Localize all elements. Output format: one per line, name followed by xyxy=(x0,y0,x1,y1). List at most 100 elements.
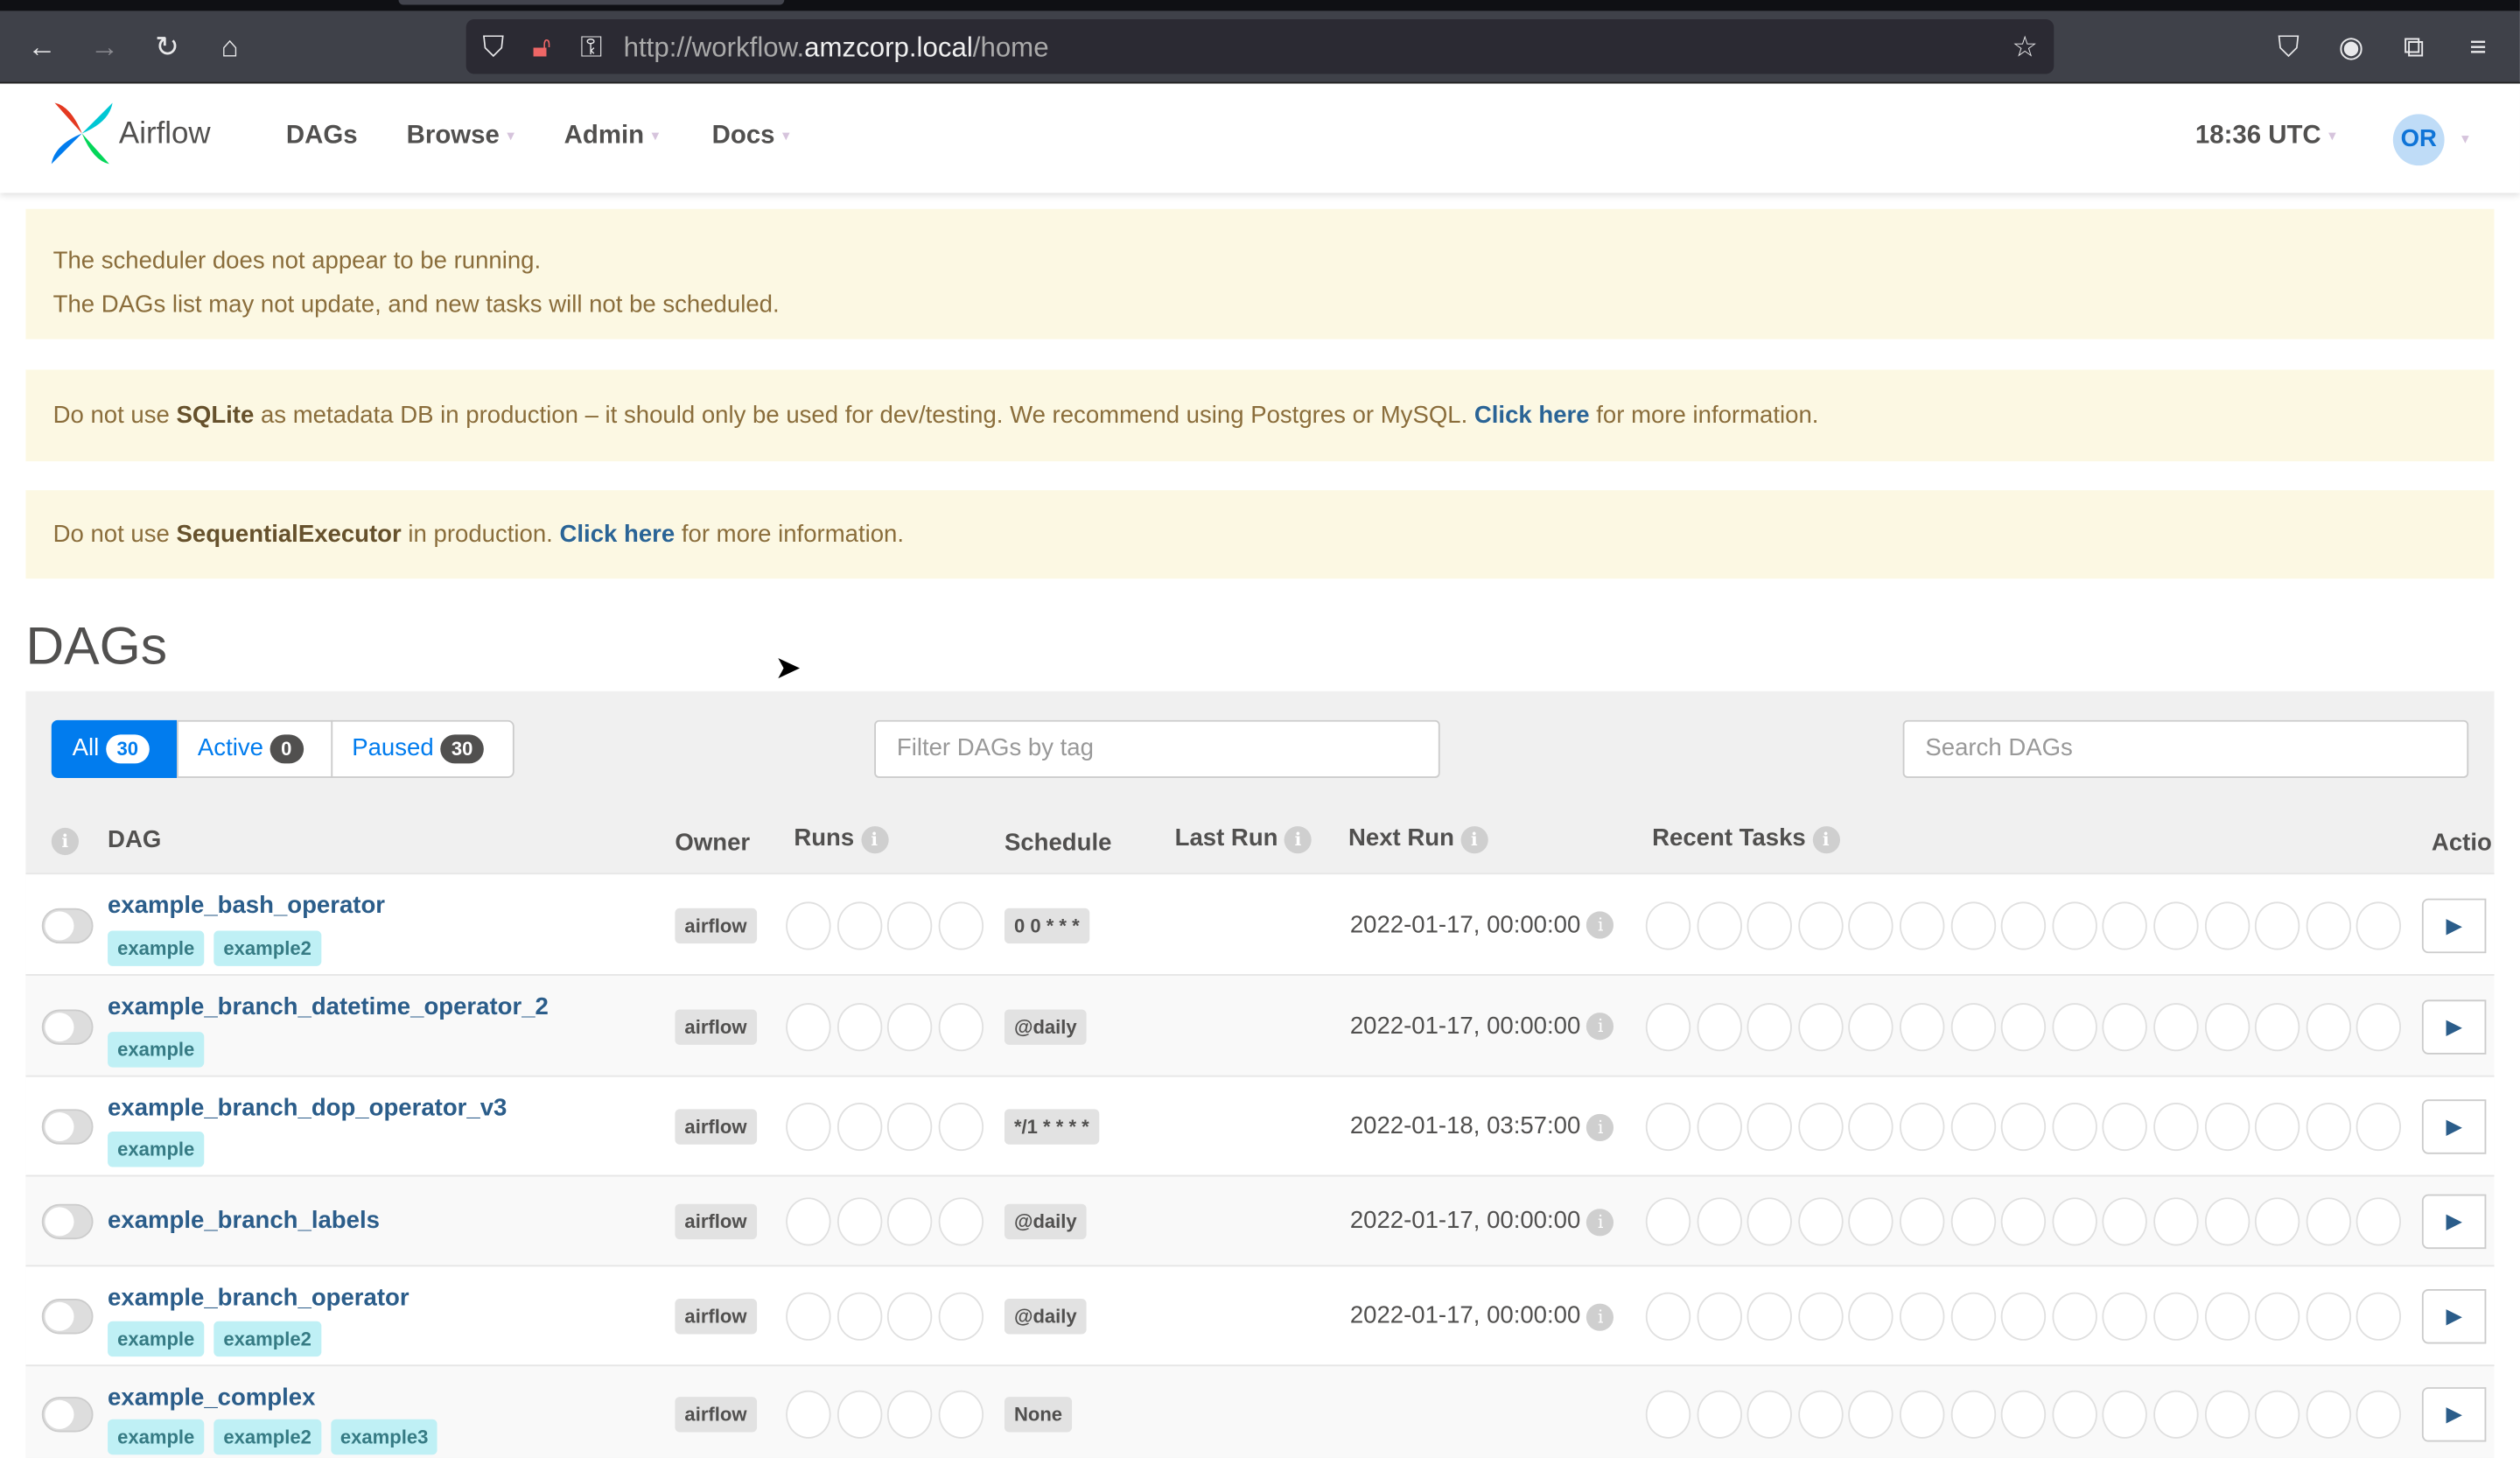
task-status-circle[interactable] xyxy=(1746,1390,1793,1439)
task-status-circle[interactable] xyxy=(2306,1002,2351,1051)
task-status-circle[interactable] xyxy=(2356,1197,2402,1246)
task-status-circle[interactable] xyxy=(1797,1292,1844,1341)
timezone-dropdown[interactable]: 18:36 UTC ▼ xyxy=(2194,122,2339,150)
address-bar[interactable]: ⛉ 🔓︎ ⚿ http://workflow.amzcorp.local/hom… xyxy=(466,19,2054,74)
tag-badge[interactable]: example xyxy=(108,929,205,965)
forward-icon[interactable]: → xyxy=(89,30,119,63)
key-icon[interactable]: ⚿ xyxy=(580,30,603,63)
dag-link[interactable]: example_branch_datetime_operator_2 xyxy=(108,993,549,1021)
task-status-circle[interactable] xyxy=(2103,1197,2148,1246)
task-status-circle[interactable] xyxy=(1746,1002,1793,1051)
trigger-dag-button[interactable]: ▶ xyxy=(2421,897,2487,953)
owner-label[interactable]: airflow xyxy=(675,1397,757,1433)
task-status-circle[interactable] xyxy=(2356,901,2402,950)
run-status-circle[interactable] xyxy=(886,1390,933,1439)
browser-tab[interactable] xyxy=(398,0,785,5)
task-status-circle[interactable] xyxy=(1645,1390,1691,1439)
trigger-dag-button[interactable]: ▶ xyxy=(2421,1387,2487,1442)
trigger-dag-button[interactable]: ▶ xyxy=(2421,1194,2487,1250)
task-status-circle[interactable] xyxy=(2255,1002,2300,1051)
task-status-circle[interactable] xyxy=(2103,901,2148,950)
run-status-circle[interactable] xyxy=(786,901,831,950)
run-status-circle[interactable] xyxy=(836,1102,882,1152)
owner-label[interactable]: airflow xyxy=(675,1299,757,1335)
task-status-circle[interactable] xyxy=(1950,1292,1996,1341)
task-status-circle[interactable] xyxy=(1899,1292,1945,1341)
tag-badge[interactable]: example2 xyxy=(214,1321,321,1357)
task-status-circle[interactable] xyxy=(1797,1197,1844,1246)
insecure-lock-icon[interactable]: 🔓︎ xyxy=(532,30,551,63)
run-status-circle[interactable] xyxy=(786,1197,831,1246)
task-status-circle[interactable] xyxy=(2153,1390,2199,1439)
task-status-circle[interactable] xyxy=(1696,1292,1742,1341)
task-status-circle[interactable] xyxy=(2356,1102,2402,1152)
task-status-circle[interactable] xyxy=(2255,1292,2300,1341)
task-status-circle[interactable] xyxy=(1746,1102,1793,1152)
run-status-circle[interactable] xyxy=(937,1292,984,1341)
owner-label[interactable]: airflow xyxy=(675,1203,757,1240)
task-status-circle[interactable] xyxy=(1848,1002,1894,1051)
pause-toggle[interactable] xyxy=(41,1008,94,1044)
task-status-circle[interactable] xyxy=(1746,1197,1793,1246)
menu-icon[interactable]: ≡ xyxy=(2469,30,2487,63)
extensions-icon[interactable]: ⧉ xyxy=(2403,30,2425,63)
run-status-circle[interactable] xyxy=(886,1002,933,1051)
account-icon[interactable]: ◉ xyxy=(2338,30,2364,63)
trigger-dag-button[interactable]: ▶ xyxy=(2421,999,2487,1054)
task-status-circle[interactable] xyxy=(1645,901,1691,950)
trigger-dag-button[interactable]: ▶ xyxy=(2421,1289,2487,1344)
task-status-circle[interactable] xyxy=(1899,1102,1945,1152)
run-status-circle[interactable] xyxy=(786,1390,831,1439)
task-status-circle[interactable] xyxy=(1645,1197,1691,1246)
pause-toggle[interactable] xyxy=(41,1109,94,1145)
task-status-circle[interactable] xyxy=(2103,1292,2148,1341)
task-status-circle[interactable] xyxy=(2306,901,2351,950)
search-dags-input[interactable]: Search DAGs xyxy=(1902,719,2469,778)
airflow-logo-icon[interactable] xyxy=(48,100,116,167)
task-status-circle[interactable] xyxy=(2001,1292,2047,1341)
dag-link[interactable]: example_complex xyxy=(108,1384,316,1412)
pause-toggle[interactable] xyxy=(41,1203,94,1240)
brand-name[interactable]: Airflow xyxy=(118,117,211,151)
pocket-icon[interactable]: ⛉ xyxy=(2278,30,2300,63)
filter-all[interactable]: All 30 xyxy=(51,719,178,778)
tag-badge[interactable]: example2 xyxy=(214,929,321,965)
task-status-circle[interactable] xyxy=(2103,1390,2148,1439)
task-status-circle[interactable] xyxy=(2001,1102,2047,1152)
task-status-circle[interactable] xyxy=(2255,1102,2300,1152)
nav-browse[interactable]: Browse ▼ xyxy=(406,122,517,150)
nav-dags[interactable]: DAGs xyxy=(285,122,358,150)
schedule-label[interactable]: @daily xyxy=(1004,1008,1087,1044)
task-status-circle[interactable] xyxy=(2001,1002,2047,1051)
caret-down-icon[interactable]: ▼ xyxy=(2459,131,2472,147)
task-status-circle[interactable] xyxy=(1950,1197,1996,1246)
task-status-circle[interactable] xyxy=(2356,1390,2402,1439)
info-icon[interactable]: i xyxy=(1586,1208,1614,1236)
task-status-circle[interactable] xyxy=(2052,1390,2097,1439)
tag-badge[interactable]: example2 xyxy=(214,1419,321,1455)
task-status-circle[interactable] xyxy=(2204,1102,2250,1152)
task-status-circle[interactable] xyxy=(1950,1002,1996,1051)
dag-link[interactable]: example_branch_dop_operator_v3 xyxy=(108,1094,508,1123)
task-status-circle[interactable] xyxy=(2052,1002,2097,1051)
url-text[interactable]: http://workflow.amzcorp.local/home xyxy=(623,32,1049,63)
task-status-circle[interactable] xyxy=(1848,901,1894,950)
schedule-label[interactable]: */1 * * * * xyxy=(1004,1109,1099,1145)
tag-badge[interactable]: example xyxy=(108,1419,205,1455)
dag-link[interactable]: example_bash_operator xyxy=(108,892,386,920)
tag-badge[interactable]: example xyxy=(108,1132,205,1167)
task-status-circle[interactable] xyxy=(2153,1197,2199,1246)
back-icon[interactable]: ← xyxy=(27,30,57,63)
run-status-circle[interactable] xyxy=(836,1002,882,1051)
task-status-circle[interactable] xyxy=(2204,1002,2250,1051)
task-status-circle[interactable] xyxy=(1746,1292,1793,1341)
col-dag[interactable]: DAG xyxy=(108,826,162,854)
run-status-circle[interactable] xyxy=(937,1102,984,1152)
dag-link[interactable]: example_branch_operator xyxy=(108,1284,410,1312)
task-status-circle[interactable] xyxy=(2306,1292,2351,1341)
task-status-circle[interactable] xyxy=(2356,1002,2402,1051)
task-status-circle[interactable] xyxy=(2153,1292,2199,1341)
owner-label[interactable]: airflow xyxy=(675,907,757,943)
task-status-circle[interactable] xyxy=(1848,1102,1894,1152)
tag-filter-input[interactable]: Filter DAGs by tag xyxy=(874,719,1440,778)
